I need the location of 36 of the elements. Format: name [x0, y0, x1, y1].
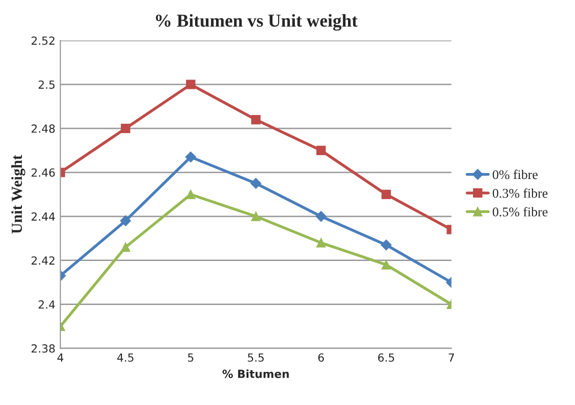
legend-label: 0% fibre: [492, 170, 538, 180]
y-tick-label: 2.44: [32, 212, 55, 221]
y-tick-label: 2.46: [32, 168, 55, 177]
y-tick-label: 2.38: [32, 344, 55, 353]
x-tick-label: 7: [448, 354, 454, 362]
point: [382, 190, 391, 200]
point: [316, 238, 326, 248]
y-axis-title: Unit Weight: [11, 154, 26, 234]
point: [380, 240, 392, 250]
x-tick-label: 5.5: [248, 354, 264, 362]
point: [316, 146, 326, 156]
point: [120, 215, 131, 226]
x-axis-title: % Bitumen: [222, 369, 289, 378]
x-tick-label: 5: [188, 354, 194, 362]
point: [186, 190, 196, 200]
point: [316, 210, 326, 222]
legend-label: 0.5% fibre: [492, 206, 548, 216]
chart-title: % Bitumen vs Unit weight: [156, 14, 358, 31]
point: [251, 212, 261, 222]
y-tick-label: 2.52: [32, 36, 54, 45]
x-tick-label: 4.5: [117, 354, 134, 362]
y-tick-label: 2.42: [32, 256, 54, 265]
point: [186, 80, 196, 90]
point: [185, 152, 196, 162]
x-tick-label: 6.5: [378, 353, 394, 362]
legend-label: 0.3% fibre: [492, 188, 548, 198]
point: [250, 178, 262, 189]
x-tick-label: 6: [318, 353, 324, 362]
y-tick-label: 2.5: [38, 80, 55, 89]
y-tick-label: 2.4: [38, 300, 55, 309]
point: [251, 114, 261, 124]
y-tick-label: 2.48: [32, 124, 55, 133]
x-tick-label: 4: [57, 354, 64, 362]
point: [120, 124, 130, 134]
point: [120, 242, 130, 252]
point: [382, 260, 391, 270]
